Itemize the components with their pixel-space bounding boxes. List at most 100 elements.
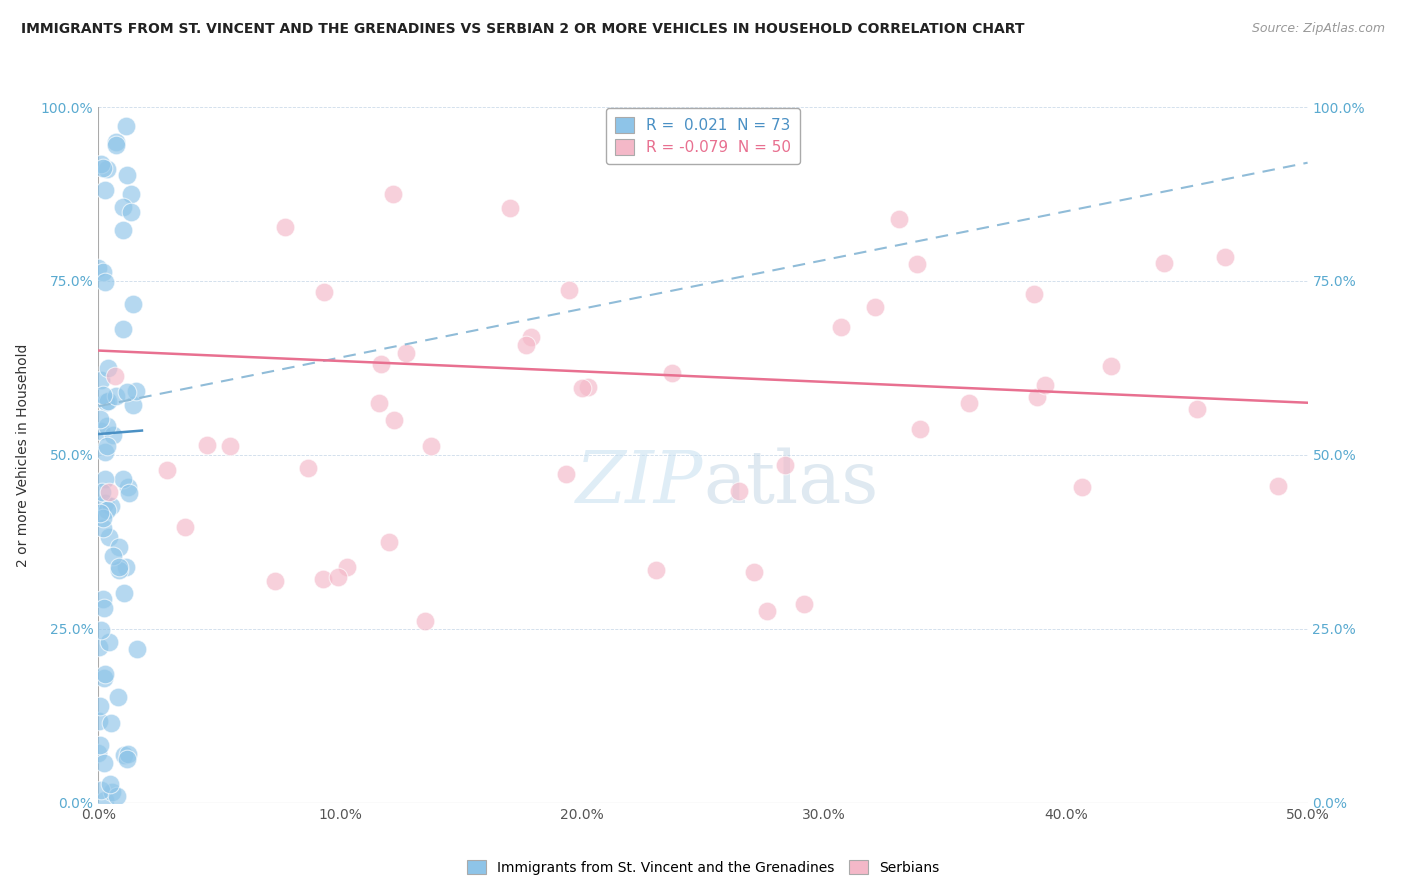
Point bbox=[89, 506, 111, 520]
Point bbox=[555, 467, 578, 482]
Y-axis label: 2 or more Vehicles in Household: 2 or more Vehicles in Household bbox=[15, 343, 30, 566]
Point bbox=[91, 265, 114, 279]
Point bbox=[1153, 255, 1175, 269]
Point bbox=[863, 301, 886, 315]
Point bbox=[728, 484, 751, 499]
Point bbox=[195, 437, 218, 451]
Point bbox=[89, 714, 111, 728]
Point bbox=[91, 511, 114, 525]
Point bbox=[520, 330, 543, 344]
Point bbox=[98, 530, 121, 544]
Point bbox=[908, 421, 931, 435]
Point bbox=[97, 393, 120, 408]
Point bbox=[96, 439, 118, 453]
Point bbox=[112, 585, 135, 599]
Point bbox=[377, 535, 399, 549]
Point bbox=[105, 789, 128, 803]
Point bbox=[121, 398, 143, 412]
Point bbox=[905, 257, 928, 271]
Point bbox=[115, 559, 138, 574]
Point bbox=[89, 738, 111, 752]
Point bbox=[94, 275, 117, 289]
Point bbox=[117, 752, 139, 766]
Point bbox=[93, 756, 115, 771]
Point bbox=[96, 502, 118, 516]
Point bbox=[89, 698, 111, 713]
Point bbox=[367, 396, 389, 410]
Point bbox=[94, 471, 117, 485]
Point bbox=[100, 715, 122, 730]
Point bbox=[105, 389, 128, 403]
Point bbox=[336, 560, 359, 574]
Point bbox=[156, 462, 179, 476]
Point bbox=[576, 380, 599, 394]
Point bbox=[107, 563, 129, 577]
Legend: Immigrants from St. Vincent and the Grenadines, Serbians: Immigrants from St. Vincent and the Gren… bbox=[461, 855, 945, 880]
Point bbox=[413, 615, 436, 629]
Point bbox=[112, 747, 135, 762]
Point bbox=[87, 640, 110, 655]
Point bbox=[107, 540, 129, 554]
Point bbox=[111, 200, 134, 214]
Point bbox=[93, 601, 115, 615]
Point bbox=[887, 212, 910, 227]
Point bbox=[100, 499, 122, 513]
Point bbox=[1099, 359, 1122, 373]
Point bbox=[118, 485, 141, 500]
Point bbox=[93, 671, 115, 685]
Point bbox=[87, 260, 110, 275]
Point bbox=[395, 345, 418, 359]
Point bbox=[97, 635, 120, 649]
Point bbox=[90, 782, 112, 797]
Point bbox=[122, 297, 145, 311]
Point bbox=[101, 428, 124, 442]
Legend: R =  0.021  N = 73, R = -0.079  N = 50: R = 0.021 N = 73, R = -0.079 N = 50 bbox=[606, 108, 800, 164]
Point bbox=[115, 384, 138, 399]
Text: ZIP: ZIP bbox=[575, 448, 703, 518]
Point bbox=[959, 396, 981, 410]
Point bbox=[91, 485, 114, 500]
Point bbox=[1022, 287, 1045, 301]
Point bbox=[1033, 378, 1056, 392]
Point bbox=[115, 119, 138, 133]
Point bbox=[830, 320, 852, 334]
Point bbox=[104, 135, 127, 149]
Point bbox=[174, 520, 197, 534]
Point bbox=[96, 162, 118, 177]
Point bbox=[125, 384, 148, 399]
Point bbox=[104, 369, 127, 384]
Text: IMMIGRANTS FROM ST. VINCENT AND THE GRENADINES VS SERBIAN 2 OR MORE VEHICLES IN : IMMIGRANTS FROM ST. VINCENT AND THE GREN… bbox=[21, 22, 1025, 37]
Point bbox=[742, 565, 765, 579]
Point bbox=[326, 570, 349, 584]
Point bbox=[111, 222, 134, 236]
Point bbox=[382, 413, 405, 427]
Point bbox=[91, 388, 114, 402]
Point bbox=[115, 168, 138, 182]
Point bbox=[89, 412, 111, 426]
Point bbox=[219, 439, 242, 453]
Point bbox=[93, 183, 115, 197]
Point bbox=[117, 747, 139, 761]
Point bbox=[1185, 401, 1208, 416]
Point bbox=[120, 204, 142, 219]
Text: Source: ZipAtlas.com: Source: ZipAtlas.com bbox=[1251, 22, 1385, 36]
Point bbox=[107, 690, 129, 705]
Point bbox=[96, 419, 118, 434]
Point bbox=[112, 321, 135, 335]
Point bbox=[661, 366, 683, 380]
Point bbox=[90, 424, 112, 438]
Point bbox=[91, 521, 114, 535]
Point bbox=[111, 472, 134, 486]
Point bbox=[89, 372, 111, 386]
Point bbox=[94, 666, 117, 681]
Point bbox=[117, 480, 139, 494]
Point bbox=[120, 186, 142, 201]
Point bbox=[94, 445, 117, 459]
Point bbox=[1025, 391, 1047, 405]
Point bbox=[98, 777, 121, 791]
Point bbox=[264, 574, 287, 588]
Point bbox=[312, 573, 335, 587]
Point bbox=[297, 460, 319, 475]
Point bbox=[314, 285, 336, 300]
Point bbox=[499, 201, 522, 215]
